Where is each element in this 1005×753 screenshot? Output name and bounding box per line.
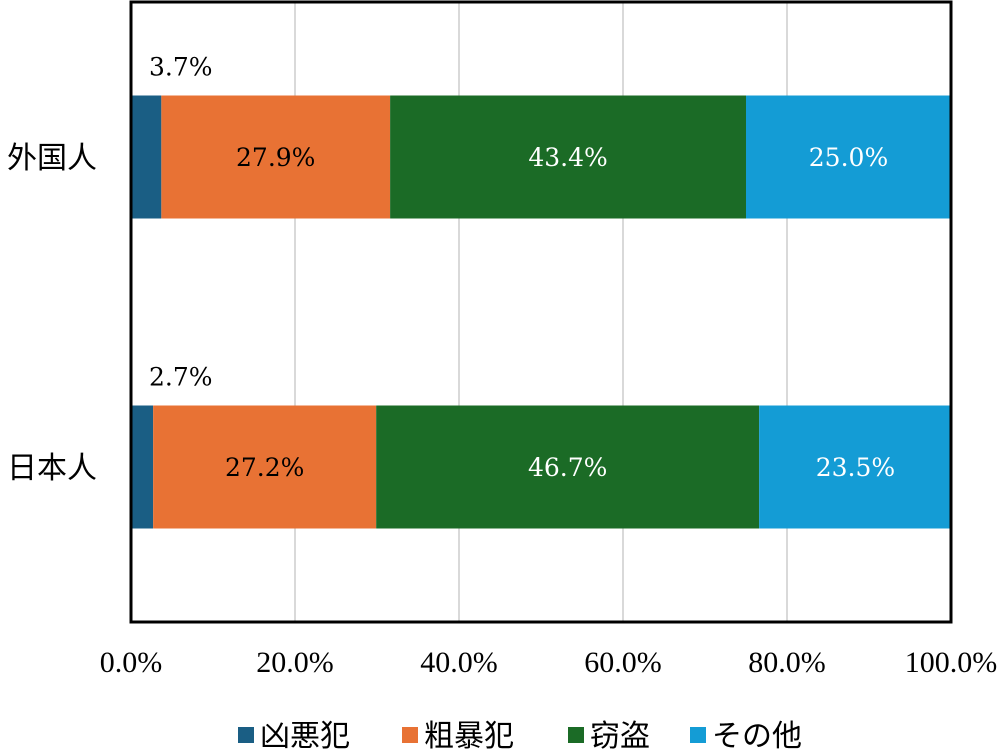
category-label: 日本人 — [7, 451, 97, 486]
category-label: 外国人 — [7, 141, 97, 176]
x-tick-labels: 0.0% 20.0% 40.0% 60.0% 80.0% 100.0% — [100, 646, 998, 679]
x-tick-label: 100.0% — [905, 646, 998, 679]
legend-label: その他 — [712, 719, 802, 753]
legend: 凶悪犯 粗暴犯 窃盗 その他 — [238, 719, 802, 753]
x-tick-label: 40.0% — [420, 646, 498, 679]
data-label: 27.9% — [236, 143, 315, 172]
legend-label: 凶悪犯 — [260, 719, 350, 753]
bar-segment — [131, 95, 162, 219]
plot-frame — [129, 0, 953, 624]
gridlines — [294, 2, 788, 622]
bar-segment — [376, 405, 760, 529]
legend-label: 窃盗 — [590, 719, 650, 753]
legend-swatch — [402, 727, 418, 743]
data-label: 23.5% — [816, 453, 895, 482]
data-label: 43.4% — [528, 143, 607, 172]
bar-segment — [390, 95, 746, 219]
legend-swatch — [568, 727, 584, 743]
data-label: 2.7% — [149, 363, 213, 392]
x-tick-label: 20.0% — [256, 646, 334, 679]
legend-label: 粗暴犯 — [424, 719, 514, 753]
x-tick-label: 0.0% — [100, 646, 163, 679]
x-tick-label: 60.0% — [584, 646, 662, 679]
data-label: 25.0% — [809, 143, 888, 172]
plot-border — [129, 0, 953, 624]
data-label: 27.2% — [225, 453, 304, 482]
data-label: 46.7% — [528, 453, 607, 482]
bar-segment — [131, 405, 154, 529]
bars: 3.7% 27.9% 43.4% 25.0% 2.7% 27.2% 46.7% 23.5% — [131, 53, 952, 529]
bar-segment — [153, 405, 377, 529]
legend-swatch — [238, 727, 254, 743]
bar-segment — [746, 95, 951, 219]
bar-segment — [759, 405, 952, 529]
x-tick-label: 80.0% — [748, 646, 826, 679]
bar-segment — [161, 95, 391, 219]
legend-swatch — [690, 727, 706, 743]
data-label: 3.7% — [149, 53, 213, 82]
